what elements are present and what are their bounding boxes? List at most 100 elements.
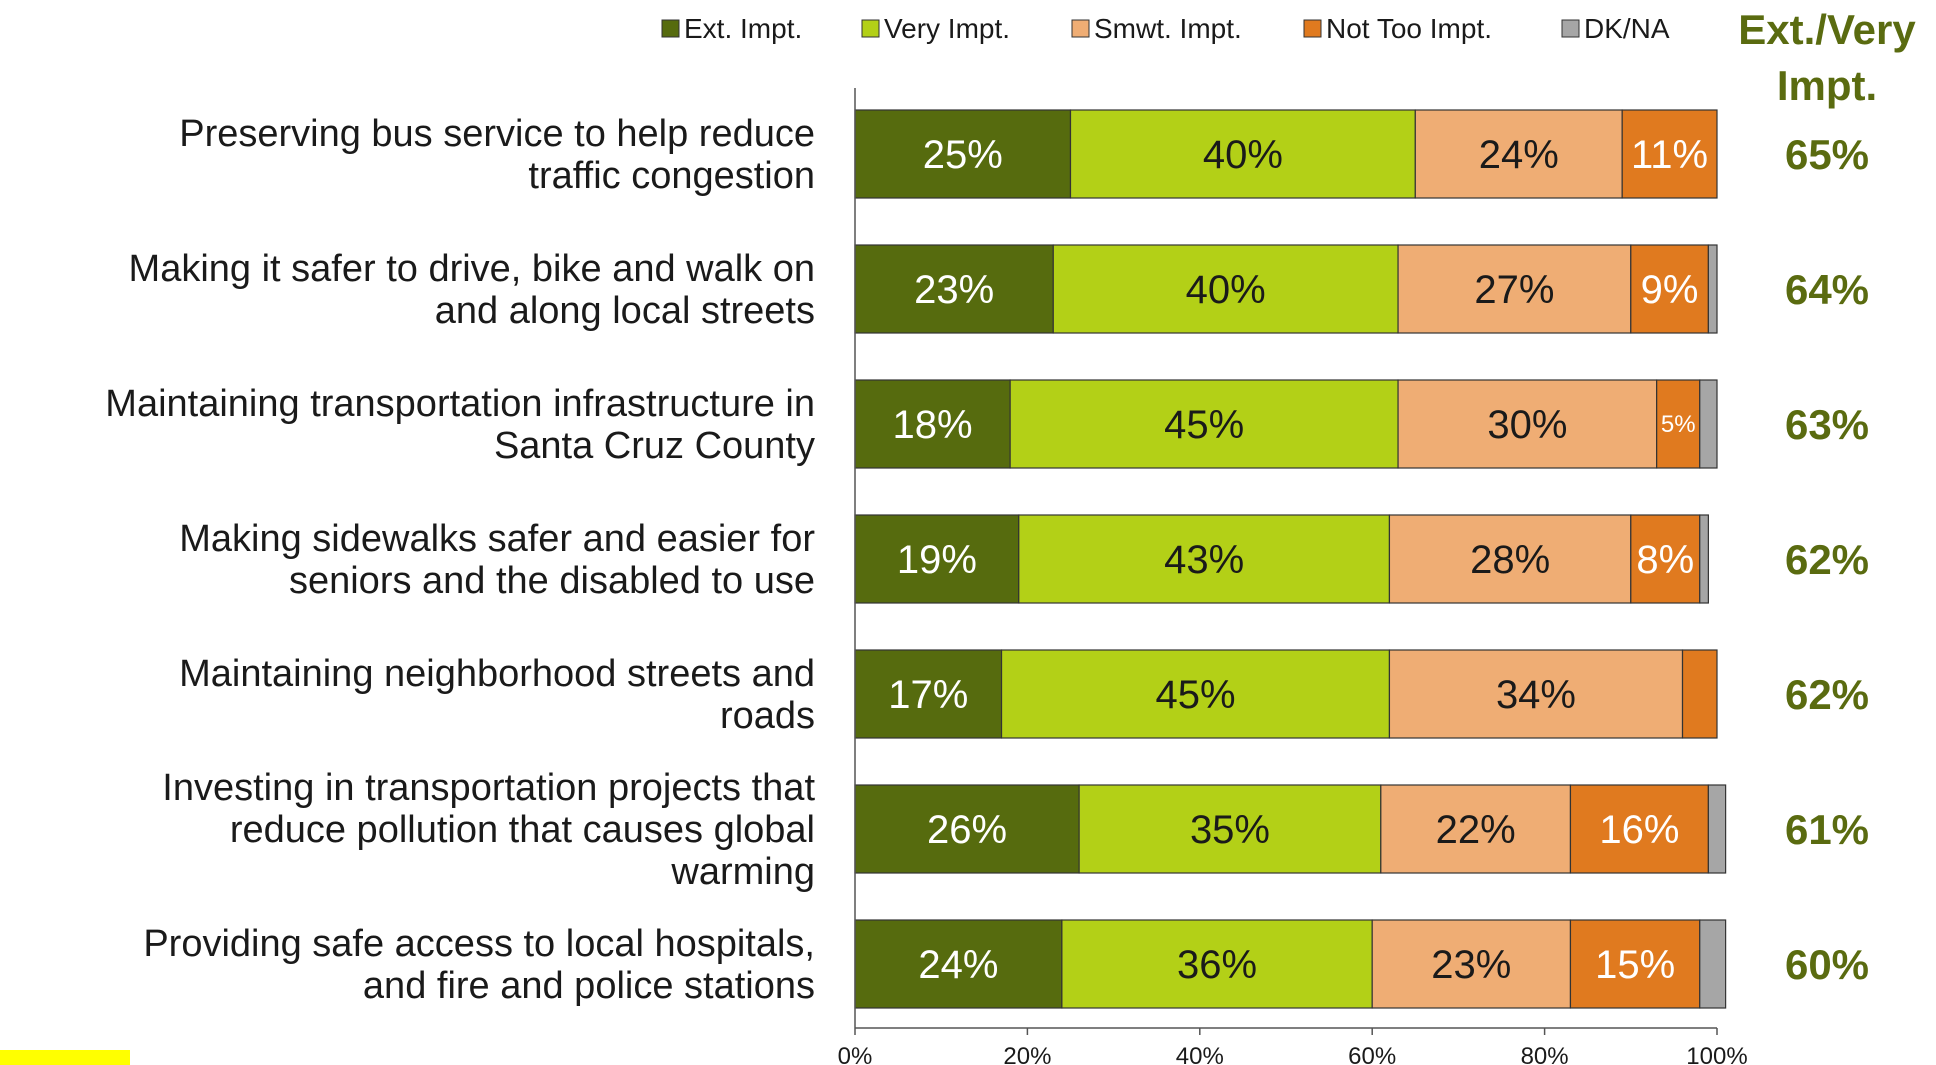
bar-value-label: 27% xyxy=(1474,268,1554,312)
legend-swatch xyxy=(661,19,680,38)
bar-segment-very-impt xyxy=(1078,784,1382,874)
category-label-line: Preserving bus service to help reduce xyxy=(179,113,815,155)
bar-segment-dk-na xyxy=(1699,379,1718,469)
bar-segment-not-too-impt xyxy=(1630,244,1709,334)
total-value: 63% xyxy=(1785,401,1869,448)
bar-segment-not-too-impt xyxy=(1656,379,1701,469)
bar-row: 23% 40% 27% 9% xyxy=(854,244,1718,334)
x-tick-label: 40% xyxy=(1176,1043,1224,1065)
total-value: 62% xyxy=(1785,536,1869,583)
bar-segment-very-impt xyxy=(1061,919,1373,1009)
bar-segment-very-impt xyxy=(1000,649,1391,739)
category-label-line: reduce pollution that causes global xyxy=(230,809,815,851)
bar-value-label: 26% xyxy=(927,808,1007,852)
bar-segment-dk-na xyxy=(1699,514,1709,604)
category-label: Maintaining transportation infrastructur… xyxy=(105,383,815,467)
bar-value-label: 24% xyxy=(1479,133,1559,177)
bar-value-label: 18% xyxy=(893,403,973,447)
category-label: Making sidewalks safer and easier for sen… xyxy=(179,518,815,602)
x-tick-label: 60% xyxy=(1348,1043,1396,1065)
bar-segment-not-too-impt xyxy=(1569,784,1709,874)
bar-row: 17% 45% 34% xyxy=(854,649,1718,739)
legend-label: Smwt. Impt. xyxy=(1094,13,1242,44)
bar-value-label: 36% xyxy=(1177,943,1257,987)
bar-value-label: 19% xyxy=(897,538,977,582)
bar-value-label: 17% xyxy=(888,673,968,717)
category-label: Providing safe access to local hospitals… xyxy=(143,923,815,1007)
total-value: 65% xyxy=(1785,131,1869,178)
bar-value-label: 23% xyxy=(1431,943,1511,987)
chart-legend: Ext. Impt. Very Impt. Smwt. Impt. Not Too I… xyxy=(661,13,1670,44)
totals-header-line: Impt. xyxy=(1777,62,1877,109)
bar-segment-smwt-impt xyxy=(1414,109,1623,199)
bar-segment-smwt-impt xyxy=(1388,514,1632,604)
total-value: 64% xyxy=(1785,266,1869,313)
bar-value-label: 40% xyxy=(1186,268,1266,312)
bar-segment-dk-na xyxy=(1707,244,1718,334)
x-tick-label: 0% xyxy=(838,1043,873,1065)
bar-segment-smwt-impt xyxy=(1397,244,1632,334)
legend-item-dk-na: DK/NA xyxy=(1561,13,1670,44)
bar-value-label: 24% xyxy=(918,943,998,987)
category-label-line: Providing safe access to local hospitals… xyxy=(143,923,815,965)
bar-value-label: 23% xyxy=(914,268,994,312)
bar-value-label: 11% xyxy=(1631,133,1708,177)
bar-value-label: 16% xyxy=(1599,808,1679,852)
corner-tag xyxy=(0,1050,130,1065)
legend-swatch xyxy=(1071,19,1090,38)
bar-row: 24% 36% 23% 15% xyxy=(854,919,1727,1009)
category-label: Making it safer to drive, bike and walk … xyxy=(129,248,815,332)
category-label-line: Investing in transportation projects tha… xyxy=(162,767,815,809)
bar-segment-smwt-impt xyxy=(1388,649,1684,739)
category-labels: Preserving bus service to help reduce tra… xyxy=(105,113,815,1007)
category-label-line: Making sidewalks safer and easier for xyxy=(179,518,815,560)
bar-value-label: 34% xyxy=(1496,673,1576,717)
bar-segment-not-too-impt xyxy=(1569,919,1701,1009)
bar-segment-very-impt xyxy=(1052,244,1399,334)
x-tick-label: 80% xyxy=(1521,1043,1569,1065)
legend-label: DK/NA xyxy=(1584,13,1670,44)
category-label: Investing in transportation projects tha… xyxy=(162,767,815,893)
total-value: 61% xyxy=(1785,806,1869,853)
legend-item-very-impt: Very Impt. xyxy=(861,13,1010,44)
bar-row: 26% 35% 22% 16% xyxy=(854,784,1727,874)
category-label-line: and along local streets xyxy=(435,290,815,332)
bar-segment-dk-na xyxy=(1699,919,1727,1009)
bar-value-label: 9% xyxy=(1641,268,1699,312)
bar-value-label: 28% xyxy=(1470,538,1550,582)
category-label-line: roads xyxy=(720,695,815,737)
bar-value-label: 8% xyxy=(1636,538,1694,582)
legend-label: Ext. Impt. xyxy=(684,13,802,44)
bar-value-label: 5% xyxy=(1661,411,1696,438)
category-label-line: Maintaining transportation infrastructur… xyxy=(105,383,815,425)
category-label-line: Making it safer to drive, bike and walk … xyxy=(129,248,815,290)
bar-segment-ext-impt xyxy=(854,514,1020,604)
category-label-line: Maintaining neighborhood streets and xyxy=(179,653,815,695)
bar-segment-dk-na xyxy=(1707,784,1727,874)
bar-row: 19% 43% 28% 8% xyxy=(854,514,1709,604)
total-value: 60% xyxy=(1785,941,1869,988)
category-label-line: traffic congestion xyxy=(528,155,815,197)
bar-segment-ext-impt xyxy=(854,244,1054,334)
x-tick-label: 100% xyxy=(1686,1043,1747,1065)
x-tick-label: 20% xyxy=(1003,1043,1051,1065)
bar-segment-very-impt xyxy=(1069,109,1416,199)
bar-segment-ext-impt xyxy=(854,649,1003,739)
legend-item-ext-impt: Ext. Impt. xyxy=(661,13,802,44)
legend-swatch xyxy=(1561,19,1580,38)
bar-value-label: 15% xyxy=(1595,943,1675,987)
bar-value-label: 40% xyxy=(1203,133,1283,177)
category-label-line: seniors and the disabled to use xyxy=(289,560,815,602)
bar-value-label: 45% xyxy=(1164,403,1244,447)
bar-segment-not-too-impt xyxy=(1681,649,1718,739)
legend-swatch xyxy=(861,19,880,38)
category-label-line: warming xyxy=(670,851,815,893)
bar-value-label: 35% xyxy=(1190,808,1270,852)
totals-header: Ext./Very Impt. xyxy=(1738,6,1916,109)
category-label: Preserving bus service to help reduce tra… xyxy=(179,113,815,197)
totals-header-line: Ext./Very xyxy=(1738,6,1916,53)
bar-segment-very-impt xyxy=(1018,514,1391,604)
bars: 25% 40% 24% 11% 23% 40% 27% 9% 18% 45% 30% 5% 19% 43%… xyxy=(854,109,1727,1009)
category-label: Maintaining neighborhood streets and road… xyxy=(179,653,815,737)
legend-label: Not Too Impt. xyxy=(1326,13,1492,44)
